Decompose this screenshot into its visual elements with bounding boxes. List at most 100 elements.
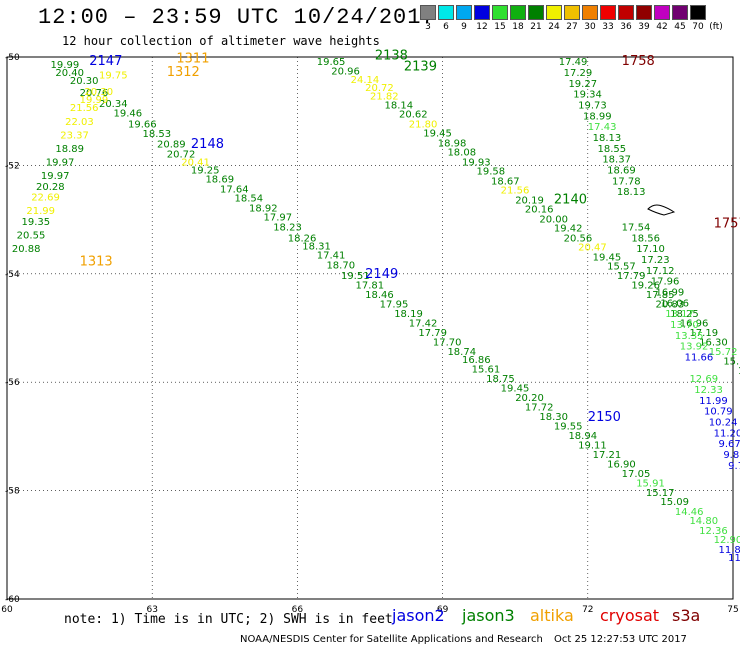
swh-reading: 20.41 <box>181 157 210 168</box>
swh-reading: 17.43 <box>588 122 617 133</box>
swh-reading: 16.96 <box>680 318 709 329</box>
swh-reading: 18.89 <box>55 144 84 155</box>
swh-reading: 18.30 <box>539 412 568 423</box>
swh-reading: 15.61 <box>472 364 501 375</box>
swh-reading: 17.29 <box>564 68 593 79</box>
swh-reading: 19.45 <box>593 252 622 263</box>
swh-reading: 19.75 <box>99 71 128 82</box>
swh-reading: 19.73 <box>578 100 607 111</box>
pass-label-jason3: 2139 <box>404 60 437 75</box>
swh-reading: 18.98 <box>438 138 467 149</box>
swh-reading: 18.75 <box>486 374 515 385</box>
swh-reading: 21.80 <box>409 119 438 130</box>
scale-swatch <box>690 5 706 20</box>
swh-reading: 18.99 <box>583 111 612 122</box>
scale-label: 36 <box>620 22 632 32</box>
swh-reading: 19.26 <box>631 280 660 291</box>
scale-swatch <box>672 5 688 20</box>
lat-tick-label: -52 <box>5 161 20 171</box>
swh-reading: 18.74 <box>447 347 476 358</box>
swh-reading: 16.06 <box>660 298 689 309</box>
timestamp-text: Oct 25 12:27:53 UTC 2017 <box>554 634 687 645</box>
swh-reading: 11.20 <box>714 428 740 439</box>
swh-reading: 21.56 <box>501 186 530 197</box>
swh-reading: 17.42 <box>409 318 438 329</box>
pass-label-jason2: 2149 <box>365 267 398 282</box>
scale-swatch <box>636 5 652 20</box>
swh-reading: 15.17 <box>646 488 675 499</box>
satellite-legend-jason3: jason3 <box>462 606 515 625</box>
swh-reading: 17.10 <box>636 244 665 255</box>
swh-reading: 19.34 <box>573 90 602 101</box>
swh-reading: 21.56 <box>70 103 99 114</box>
swh-reading: 19.97 <box>46 157 75 168</box>
swh-reading: 17.23 <box>641 255 670 266</box>
swh-reading: 20.72 <box>365 83 394 94</box>
swh-reading: 18.23 <box>273 222 302 233</box>
swh-reading: 18.25 <box>670 309 699 320</box>
pass-label-cryosat: 1758 <box>622 54 655 69</box>
swh-reading: 20.30 <box>84 87 113 98</box>
swh-reading: 20.55 <box>17 231 46 242</box>
scale-label: 45 <box>674 22 686 32</box>
scale-label: 15 <box>494 22 506 32</box>
scale-label: 21 <box>530 22 542 32</box>
pass-label-jason2: 2147 <box>89 54 122 69</box>
scale-swatch <box>546 5 562 20</box>
swh-reading: 20.16 <box>525 205 554 216</box>
swh-reading: 22.03 <box>65 117 94 128</box>
island-outline <box>647 204 676 216</box>
swh-reading: 19.93 <box>462 157 491 168</box>
swh-reading: 17.95 <box>380 299 409 310</box>
swh-reading: 17.54 <box>622 222 651 233</box>
scale-label: 27 <box>566 22 578 32</box>
swh-reading: 19.45 <box>423 129 452 140</box>
swh-reading: 12.33 <box>694 385 723 396</box>
lon-tick-label: 72 <box>582 605 593 615</box>
swh-reading: 19.27 <box>568 79 597 90</box>
swh-reading: 17.12 <box>646 266 675 277</box>
lat-tick-label: -60 <box>5 595 20 605</box>
swh-reading: 15.66 <box>723 356 740 367</box>
scale-label: 33 <box>602 22 614 32</box>
swh-reading: 10.24 <box>709 418 738 429</box>
swh-reading: 18.69 <box>205 175 234 186</box>
swh-reading: 20.34 <box>99 99 128 110</box>
swh-reading: 18.67 <box>491 176 520 187</box>
swh-reading: 16.86 <box>462 355 491 366</box>
swh-reading: 18.19 <box>394 309 423 320</box>
swh-reading: 15.51 <box>738 366 740 377</box>
scale-swatch <box>528 5 544 20</box>
scale-swatch <box>438 5 454 20</box>
swh-reading: 19.58 <box>476 167 505 178</box>
swh-reading: 21.82 <box>370 91 399 102</box>
swh-reading: 20.62 <box>399 110 428 121</box>
swh-reading: 19.99 <box>51 60 80 71</box>
pass-label-cryosat: 1757 <box>714 217 740 232</box>
swh-reading: 20.00 <box>539 214 568 225</box>
swh-reading: 15.91 <box>636 478 665 489</box>
swh-reading: 18.46 <box>365 290 394 301</box>
swh-reading: 16.30 <box>699 337 728 348</box>
swh-reading: 17.85 <box>646 290 675 301</box>
swh-reading: 9.85 <box>723 450 740 461</box>
swh-reading: 20.89 <box>157 140 186 151</box>
credit-text: NOAA/NESDIS Center for Satellite Applica… <box>240 634 543 645</box>
swh-reading: 22.69 <box>31 193 60 204</box>
swh-reading: 18.08 <box>447 148 476 159</box>
lon-tick-label: 75 <box>727 605 738 615</box>
swh-reading: 17.49 <box>559 57 588 68</box>
satellite-legend-s3a: s3a <box>672 606 701 625</box>
lon-tick-label: 66 <box>292 605 304 615</box>
swh-reading: 20.88 <box>12 244 41 255</box>
scale-label: 42 <box>656 22 668 32</box>
swh-reading: 14.80 <box>689 516 718 527</box>
lat-tick-label: -58 <box>5 487 20 497</box>
swh-reading: 19.99 <box>80 95 109 106</box>
swh-reading: 17.79 <box>418 328 447 339</box>
swh-reading: 17.96 <box>651 277 680 288</box>
swh-reading: 17.19 <box>689 328 718 339</box>
page-title: 12:00 – 23:59 UTC 10/24/2017 <box>38 5 436 30</box>
swh-reading: 19.42 <box>554 224 583 235</box>
